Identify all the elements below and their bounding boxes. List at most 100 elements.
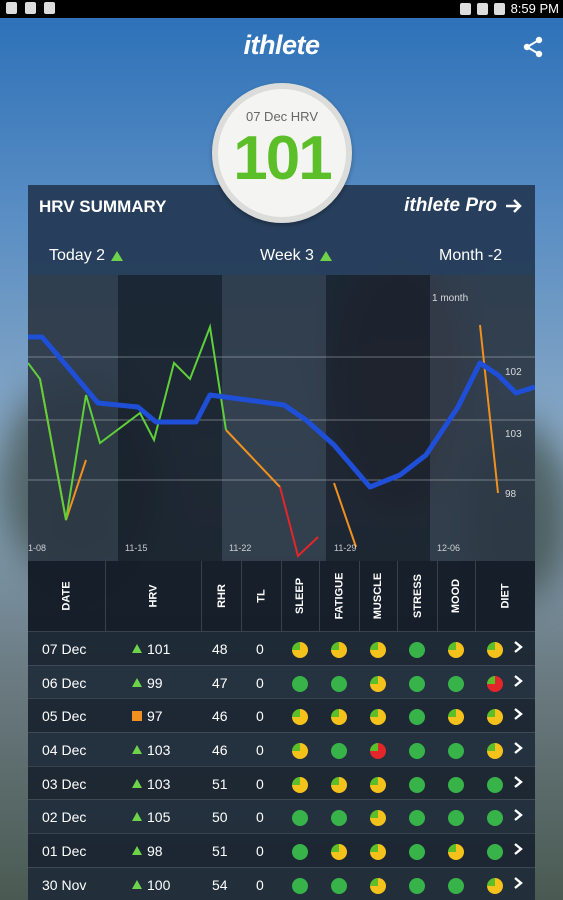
sleep-dot	[292, 675, 308, 692]
sleep-dot	[292, 709, 308, 726]
row-rhr: 51	[212, 775, 228, 792]
diet-dot	[487, 776, 503, 793]
table-row[interactable]: 04 Dec 103 46 0	[28, 732, 535, 766]
row-tl: 0	[256, 641, 264, 657]
row-date: 30 Nov	[42, 876, 87, 893]
muscle-dot	[370, 877, 386, 894]
mood-dot	[448, 743, 464, 760]
download-icon	[25, 2, 36, 14]
muscle-dot	[370, 675, 386, 692]
chevron-right-icon[interactable]	[513, 707, 523, 721]
row-date: 01 Dec	[42, 843, 87, 860]
table-row[interactable]: 06 Dec 99 47 0	[28, 664, 535, 699]
row-tl: 0	[256, 742, 264, 759]
row-hrv: 103	[147, 742, 171, 759]
header-stress[interactable]: STRESS	[397, 561, 437, 631]
header-sleep[interactable]: SLEEP	[281, 561, 319, 631]
fatigue-dot	[331, 877, 347, 894]
row-rhr: 50	[212, 809, 228, 826]
stress-dot	[409, 844, 425, 861]
table-row[interactable]: 07 Dec 101 48 0	[28, 631, 535, 665]
table-row[interactable]: 30 Nov 100 54 0	[28, 866, 535, 900]
row-tl: 0	[256, 843, 264, 860]
header-tl-label: TL	[255, 589, 268, 603]
chart-band	[326, 275, 430, 561]
chevron-right-icon[interactable]	[513, 876, 523, 890]
row-hrv-cell: 98	[132, 843, 163, 859]
hrv-summary-panel: HRV SUMMARY ithlete Pro Today 2 Week 3 M…	[28, 185, 535, 900]
period-today[interactable]: Today 2	[49, 247, 124, 265]
chevron-right-icon[interactable]	[513, 674, 523, 688]
row-tl: 0	[256, 809, 264, 826]
header-date[interactable]: DATE	[28, 561, 105, 631]
header-rhr[interactable]: RHR	[201, 561, 241, 631]
row-hrv-cell: 103	[132, 776, 170, 792]
table-row[interactable]: 02 Dec 105 50 0	[28, 799, 535, 833]
diet-dot	[487, 844, 503, 861]
table-row[interactable]: 01 Dec 98 51 0	[28, 833, 535, 867]
row-rhr: 54	[212, 876, 228, 893]
muscle-dot	[370, 844, 386, 861]
diet-dot	[487, 642, 503, 658]
stress-dot	[409, 675, 425, 692]
row-hrv-cell: 105	[132, 809, 170, 825]
table-row[interactable]: 03 Dec 103 51 0	[28, 765, 535, 800]
chevron-right-icon[interactable]	[513, 741, 523, 755]
trend-up-icon	[132, 677, 142, 687]
row-date: 06 Dec	[42, 674, 87, 691]
muscle-dot	[370, 743, 386, 760]
stress-dot	[409, 810, 425, 827]
chart-annotation: 1 month	[432, 293, 468, 304]
chevron-right-icon[interactable]	[513, 808, 523, 822]
diet-dot	[487, 709, 503, 726]
y-tick-label: 103	[505, 429, 522, 440]
trend-up-icon	[319, 251, 332, 261]
sleep-dot	[292, 743, 308, 760]
header-date-label: DATE	[60, 581, 73, 611]
row-date: 05 Dec	[42, 708, 87, 725]
sleep-dot	[292, 844, 308, 861]
header-diet-label: DIET	[499, 583, 512, 609]
sleep-dot	[292, 877, 308, 894]
row-hrv: 99	[147, 674, 163, 691]
share-icon[interactable]	[522, 36, 544, 58]
badge-label: 07 Dec HRV	[245, 109, 318, 124]
mood-dot	[448, 642, 464, 658]
header-fatigue[interactable]: FATIGUE	[319, 561, 359, 631]
row-rhr: 46	[212, 742, 228, 759]
muscle-dot	[370, 642, 386, 658]
row-hrv: 105	[147, 809, 171, 826]
mood-dot	[448, 776, 464, 793]
chevron-right-icon[interactable]	[513, 640, 523, 654]
eye-icon	[459, 2, 471, 15]
header-fatigue-label: FATIGUE	[333, 572, 346, 620]
stress-dot	[409, 776, 425, 793]
header-mood[interactable]: MOOD	[437, 561, 475, 631]
header-diet[interactable]: DIET	[475, 561, 535, 631]
period-week[interactable]: Week 3	[260, 247, 332, 265]
battery-icon	[493, 2, 505, 15]
row-hrv: 101	[147, 641, 171, 657]
mood-dot	[448, 675, 464, 692]
trend-up-icon	[132, 879, 142, 889]
mood-dot	[448, 709, 464, 726]
diet-dot	[487, 675, 503, 692]
row-tl: 0	[256, 708, 264, 725]
period-month[interactable]: Month -2	[439, 247, 502, 265]
ithlete-pro-link[interactable]: ithlete Pro	[404, 195, 523, 217]
table-header: DATE HRV RHR TL SLEEP FATIGUE MUSCLE STR…	[28, 561, 535, 631]
header-muscle-label: MUSCLE	[372, 572, 385, 620]
header-muscle[interactable]: MUSCLE	[359, 561, 397, 631]
row-hrv-cell: 99	[132, 675, 163, 691]
x-tick-label: 11-15	[125, 543, 147, 553]
chevron-right-icon[interactable]	[513, 842, 523, 856]
table-row[interactable]: 05 Dec 97 46 0	[28, 698, 535, 733]
stress-dot	[409, 743, 425, 760]
chart-band	[118, 275, 222, 561]
header-hrv[interactable]: HRV	[105, 561, 201, 631]
row-hrv: 98	[147, 843, 163, 860]
header-tl[interactable]: TL	[241, 561, 281, 631]
row-tl: 0	[256, 775, 264, 792]
chevron-right-icon[interactable]	[513, 775, 523, 789]
sleep-dot	[292, 810, 308, 827]
